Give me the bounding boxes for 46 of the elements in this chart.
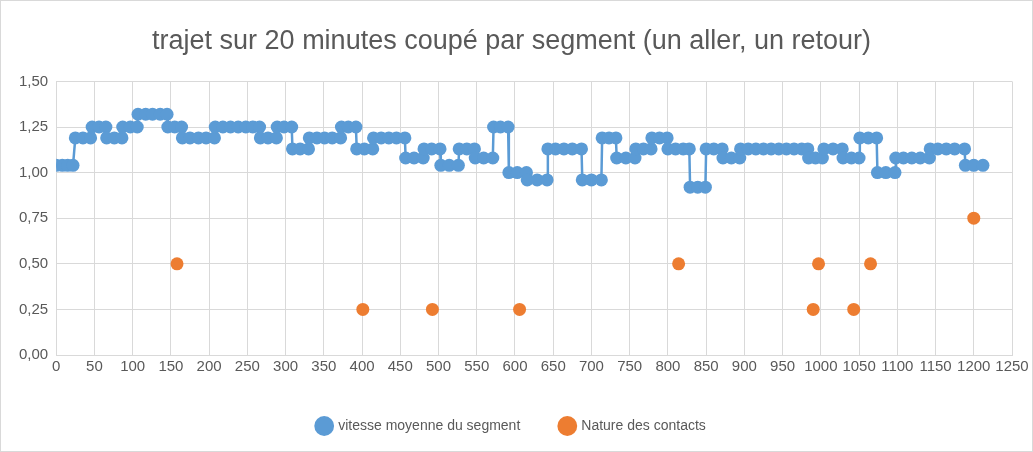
x-tick-label: 400 bbox=[349, 357, 375, 375]
y-tick-label: 0,00 bbox=[18, 345, 49, 363]
x-tick-label: 1100 bbox=[881, 357, 914, 375]
x-tick-label: 0 bbox=[52, 357, 61, 375]
legend-label: vitesse moyenne du segment bbox=[338, 416, 521, 433]
x-tick-label: 250 bbox=[234, 357, 260, 375]
point bbox=[967, 211, 981, 225]
x-tick-label: 1150 bbox=[919, 357, 952, 375]
y-tick-label: 0,25 bbox=[18, 299, 49, 317]
point bbox=[425, 302, 439, 316]
x-tick-label: 450 bbox=[387, 357, 413, 375]
y-tick-label: 1,00 bbox=[18, 162, 49, 180]
x-tick-label: 550 bbox=[464, 357, 490, 375]
point bbox=[847, 302, 861, 316]
point bbox=[806, 302, 820, 316]
point bbox=[513, 302, 527, 316]
x-tick-label: 50 bbox=[86, 357, 103, 375]
x-tick-label: 700 bbox=[578, 357, 604, 375]
point bbox=[672, 257, 686, 271]
x-tick-label: 650 bbox=[540, 357, 566, 375]
legend-label: Nature des contacts bbox=[581, 416, 706, 433]
x-tick-label: 1250 bbox=[995, 357, 1029, 375]
x-tick-label: 1000 bbox=[804, 357, 838, 375]
x-tick-label: 1200 bbox=[957, 357, 991, 375]
x-tick-label: 200 bbox=[196, 357, 222, 375]
y-tick-label: 1,50 bbox=[18, 71, 49, 89]
x-tick-label: 900 bbox=[731, 357, 757, 375]
chart-title: trajet sur 20 minutes coupé par segment (un aller, un retour) bbox=[152, 24, 871, 55]
y-tick-label: 0,50 bbox=[18, 253, 49, 271]
x-tick-label: 800 bbox=[655, 357, 681, 375]
x-tick-label: 850 bbox=[693, 357, 719, 375]
point bbox=[170, 257, 184, 271]
x-tick-label: 600 bbox=[502, 357, 528, 375]
x-tick-label: 750 bbox=[617, 357, 643, 375]
point bbox=[812, 257, 826, 271]
point bbox=[356, 302, 370, 316]
x-tick-label: 100 bbox=[120, 357, 146, 375]
point bbox=[864, 257, 878, 271]
x-tick-label: 150 bbox=[158, 357, 184, 375]
x-tick-label: 950 bbox=[770, 357, 796, 375]
x-tick-label: 500 bbox=[426, 357, 452, 375]
x-tick-label: 1050 bbox=[842, 357, 876, 375]
x-tick-label: 350 bbox=[311, 357, 337, 375]
x-tick-label: 300 bbox=[273, 357, 299, 375]
y-tick-label: 0,75 bbox=[18, 208, 49, 226]
y-tick-label: 1,25 bbox=[18, 117, 49, 135]
